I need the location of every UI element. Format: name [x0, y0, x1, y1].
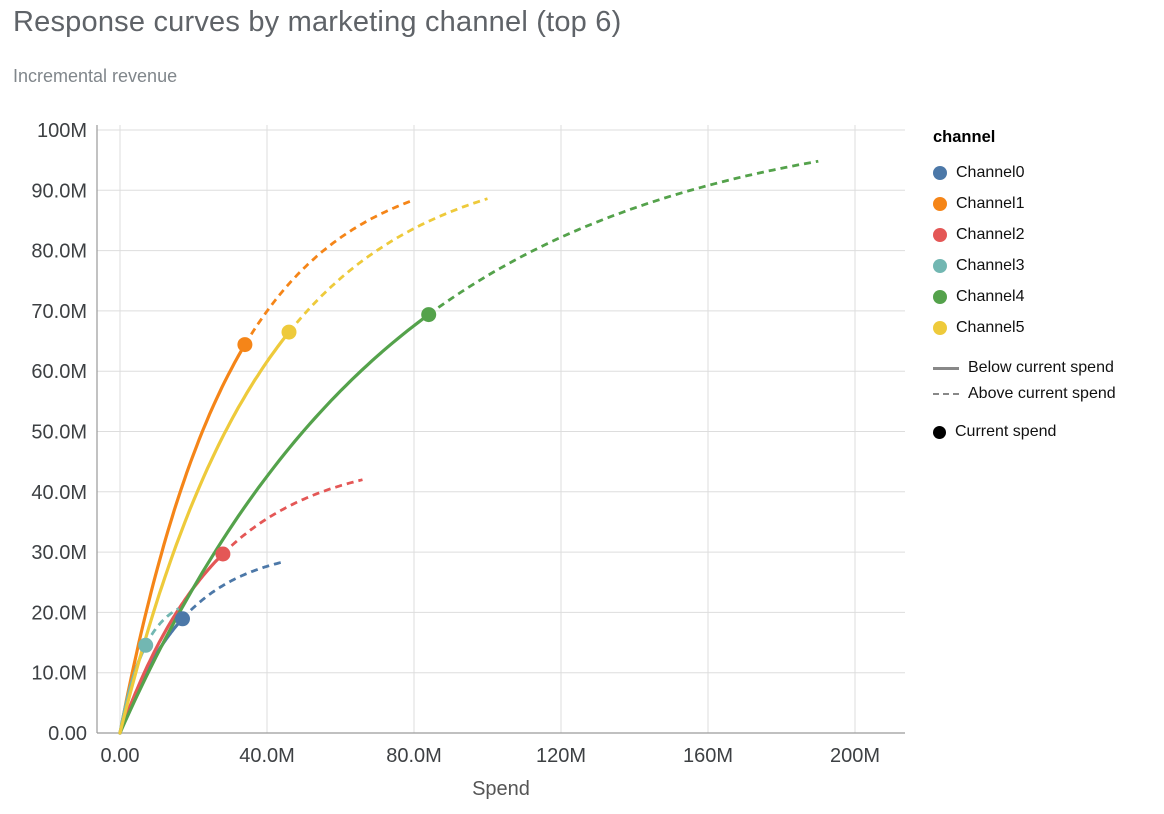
curve-solid-channel4 [118, 313, 431, 735]
y-tick-label: 90.0M [31, 180, 87, 202]
chart-title: Response curves by marketing channel (to… [13, 6, 622, 38]
legend-label-channel3: Channel3 [956, 256, 1025, 274]
curve-dashed-channel1 [243, 199, 411, 346]
y-tick-label: 0.00 [48, 723, 87, 745]
legend-label-channel1: Channel1 [956, 194, 1025, 212]
legend-symbol-entry: Current spend [933, 419, 1116, 445]
curve-solid-channel5 [118, 330, 291, 735]
curve-dashed-channel5 [287, 197, 488, 333]
legend-swatch-channel4 [933, 289, 947, 304]
legend-entry-channel1: Channel1 [933, 188, 1116, 219]
curve-dashed-channel4 [427, 159, 819, 316]
y-tick-label: 20.0M [31, 602, 87, 624]
curve-solid-channel2 [118, 552, 225, 735]
legend-title: channel [933, 128, 996, 146]
y-tick-label: 100M [37, 120, 87, 142]
current-spend-dot-channel4 [421, 307, 437, 323]
axis-labels: 0.00 10.0M 20.0M 30.0M 40.0M 50.0M 60.0M 70.0M 8… [31, 120, 880, 800]
legend-linestyle-entries: Below current spend Above current spend [933, 355, 1116, 407]
chart-subtitle: Incremental revenue [13, 66, 178, 86]
legend-swatch-channel2 [933, 227, 947, 242]
x-tick-label: 200M [830, 745, 880, 767]
curve-solid-channel1 [118, 343, 247, 735]
x-tick-label: 80.0M [386, 745, 442, 767]
legend-swatch-channel3 [933, 258, 947, 273]
dashed-line-icon [933, 393, 959, 395]
x-tick-label: 0.00 [101, 745, 140, 767]
y-tick-label: 70.0M [31, 301, 87, 323]
legend-entry-channel0: Channel0 [933, 157, 1116, 188]
y-tick-label: 40.0M [31, 482, 87, 504]
curve-dashed-channel3 [144, 607, 180, 646]
legend-entry-channel4: Channel4 [933, 281, 1116, 312]
legend-entry-solid-line: Below current spend [933, 355, 1116, 381]
legend-swatch-channel5 [933, 320, 947, 335]
chart-svg: 0.00 10.0M 20.0M 30.0M 40.0M 50.0M 60.0M 70.0M 8… [31, 120, 905, 800]
current-spend-dot-channel2 [215, 546, 231, 562]
y-tick-label: 30.0M [31, 542, 87, 564]
legend-label-dashed-line: Above current spend [968, 385, 1116, 402]
gridlines [97, 125, 905, 733]
current-spend-dot-channel1 [237, 337, 253, 353]
legend-label-channel4: Channel4 [956, 287, 1025, 305]
current-spend-dot-channel0 [175, 611, 190, 627]
legend-entry-channel5: Channel5 [933, 312, 1116, 343]
legend-swatch-channel1 [933, 196, 947, 211]
y-tick-label: 60.0M [31, 361, 87, 383]
curves [118, 159, 819, 735]
x-tick-label: 40.0M [239, 745, 295, 767]
legend: channel Channel0 Channel1 Channel2 Channel3… [933, 128, 1116, 445]
y-tick-label: 80.0M [31, 241, 87, 263]
curve-dashed-channel2 [221, 478, 363, 555]
legend-label-channel5: Channel5 [956, 318, 1025, 336]
legend-entry-dashed-line: Above current spend [933, 381, 1116, 407]
legend-label-solid-line: Below current spend [968, 359, 1114, 376]
legend-entry-channel3: Channel3 [933, 250, 1116, 281]
legend-label-channel0: Channel0 [956, 163, 1025, 181]
y-tick-label: 10.0M [31, 663, 87, 685]
legend-gap [933, 343, 1116, 355]
legend-gap [933, 407, 1116, 419]
x-tick-label: 160M [683, 745, 733, 767]
y-tick-label: 50.0M [31, 422, 87, 444]
legend-swatch-channel0 [933, 165, 947, 180]
legend-entry-current-spend: Current spend [933, 419, 1116, 445]
current-spend-dot-channel3 [138, 637, 154, 653]
legend-entry-channel2: Channel2 [933, 219, 1116, 250]
legend-label-channel2: Channel2 [956, 225, 1025, 243]
legend-label-current-spend: Current spend [955, 423, 1057, 440]
legend-channel-entries: Channel0 Channel1 Channel2 Channel3 Channel4… [933, 157, 1116, 343]
x-axis-title: Spend [472, 778, 530, 800]
x-tick-label: 120M [536, 745, 586, 767]
current-spend-dot-icon [933, 425, 946, 439]
current-spend-dot-channel5 [281, 324, 297, 340]
solid-line-icon [933, 366, 959, 370]
curve-dashed-channel0 [181, 560, 283, 620]
